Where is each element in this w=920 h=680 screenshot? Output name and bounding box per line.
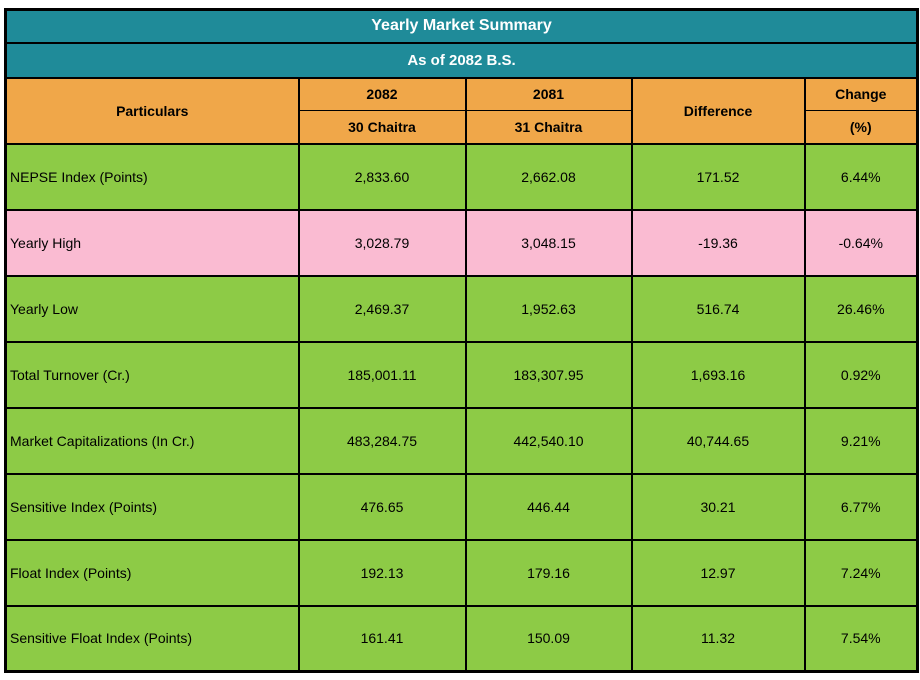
cell-difference: 11.32 bbox=[630, 604, 806, 673]
cell-current-value: 3,028.79 bbox=[297, 208, 467, 277]
cell-difference: 1,693.16 bbox=[630, 340, 806, 409]
cell-difference: 30.21 bbox=[630, 472, 806, 541]
cell-current-value: 161.41 bbox=[297, 604, 467, 673]
cell-particulars: Total Turnover (Cr.) bbox=[4, 340, 300, 409]
col-header-change-unit: (%) bbox=[803, 110, 919, 145]
cell-previous-value: 150.09 bbox=[464, 604, 633, 673]
cell-change-percent: 0.92% bbox=[803, 340, 919, 409]
cell-particulars: Float Index (Points) bbox=[4, 538, 300, 607]
subtitle: As of 2082 B.S. bbox=[4, 41, 919, 79]
cell-previous-value: 179.16 bbox=[464, 538, 633, 607]
cell-current-value: 483,284.75 bbox=[297, 406, 467, 475]
cell-difference: -19.36 bbox=[630, 208, 806, 277]
cell-difference: 516.74 bbox=[630, 274, 806, 343]
table-row: Yearly High 3,028.79 3,048.15 -19.36 -0.… bbox=[4, 208, 919, 277]
cell-current-value: 2,469.37 bbox=[297, 274, 467, 343]
cell-particulars: Yearly Low bbox=[4, 274, 300, 343]
table-row: Market Capitalizations (In Cr.) 483,284.… bbox=[4, 406, 919, 475]
cell-previous-value: 1,952.63 bbox=[464, 274, 633, 343]
cell-change-percent: 7.54% bbox=[803, 604, 919, 673]
table-row: Sensitive Float Index (Points) 161.41 15… bbox=[4, 604, 919, 673]
col-header-particulars: Particulars bbox=[4, 76, 300, 145]
cell-change-percent: 6.77% bbox=[803, 472, 919, 541]
cell-particulars: Sensitive Index (Points) bbox=[4, 472, 300, 541]
col-header-date-2082: 30 Chaitra bbox=[297, 110, 467, 145]
cell-change-percent: 6.44% bbox=[803, 142, 919, 211]
cell-particulars: Sensitive Float Index (Points) bbox=[4, 604, 300, 673]
cell-particulars: Market Capitalizations (In Cr.) bbox=[4, 406, 300, 475]
col-header-date-2081: 31 Chaitra bbox=[464, 110, 633, 145]
col-header-year-2082: 2082 bbox=[297, 76, 467, 111]
cell-current-value: 476.65 bbox=[297, 472, 467, 541]
subtitle-row: As of 2082 B.S. bbox=[4, 41, 919, 79]
cell-change-percent: 7.24% bbox=[803, 538, 919, 607]
cell-difference: 12.97 bbox=[630, 538, 806, 607]
cell-current-value: 185,001.11 bbox=[297, 340, 467, 409]
title-row: Yearly Market Summary bbox=[4, 8, 919, 44]
cell-previous-value: 446.44 bbox=[464, 472, 633, 541]
col-header-year-2081: 2081 bbox=[464, 76, 633, 111]
cell-current-value: 2,833.60 bbox=[297, 142, 467, 211]
cell-difference: 171.52 bbox=[630, 142, 806, 211]
cell-particulars: Yearly High bbox=[4, 208, 300, 277]
cell-particulars: NEPSE Index (Points) bbox=[4, 142, 300, 211]
cell-previous-value: 2,662.08 bbox=[464, 142, 633, 211]
table-row: Sensitive Index (Points) 476.65 446.44 3… bbox=[4, 472, 919, 541]
cell-previous-value: 3,048.15 bbox=[464, 208, 633, 277]
cell-change-percent: 26.46% bbox=[803, 274, 919, 343]
table-row: Total Turnover (Cr.) 185,001.11 183,307.… bbox=[4, 340, 919, 409]
cell-change-percent: 9.21% bbox=[803, 406, 919, 475]
table-row: Yearly Low 2,469.37 1,952.63 516.74 26.4… bbox=[4, 274, 919, 343]
cell-current-value: 192.13 bbox=[297, 538, 467, 607]
cell-previous-value: 183,307.95 bbox=[464, 340, 633, 409]
table-body: NEPSE Index (Points) 2,833.60 2,662.08 1… bbox=[4, 142, 919, 673]
col-header-change: Change bbox=[803, 76, 919, 111]
table-row: Float Index (Points) 192.13 179.16 12.97… bbox=[4, 538, 919, 607]
column-header-row-bottom: 30 Chaitra 31 Chaitra (%) bbox=[6, 110, 919, 145]
cell-change-percent: -0.64% bbox=[803, 208, 919, 277]
table-row: NEPSE Index (Points) 2,833.60 2,662.08 1… bbox=[4, 142, 919, 211]
market-summary-table: Yearly Market Summary As of 2082 B.S. Pa… bbox=[4, 8, 920, 673]
column-header-row-top: Particulars 2082 2081 Difference Change bbox=[4, 76, 919, 145]
cell-difference: 40,744.65 bbox=[630, 406, 806, 475]
cell-previous-value: 442,540.10 bbox=[464, 406, 633, 475]
page-title: Yearly Market Summary bbox=[4, 8, 919, 44]
col-header-difference: Difference bbox=[630, 76, 806, 145]
